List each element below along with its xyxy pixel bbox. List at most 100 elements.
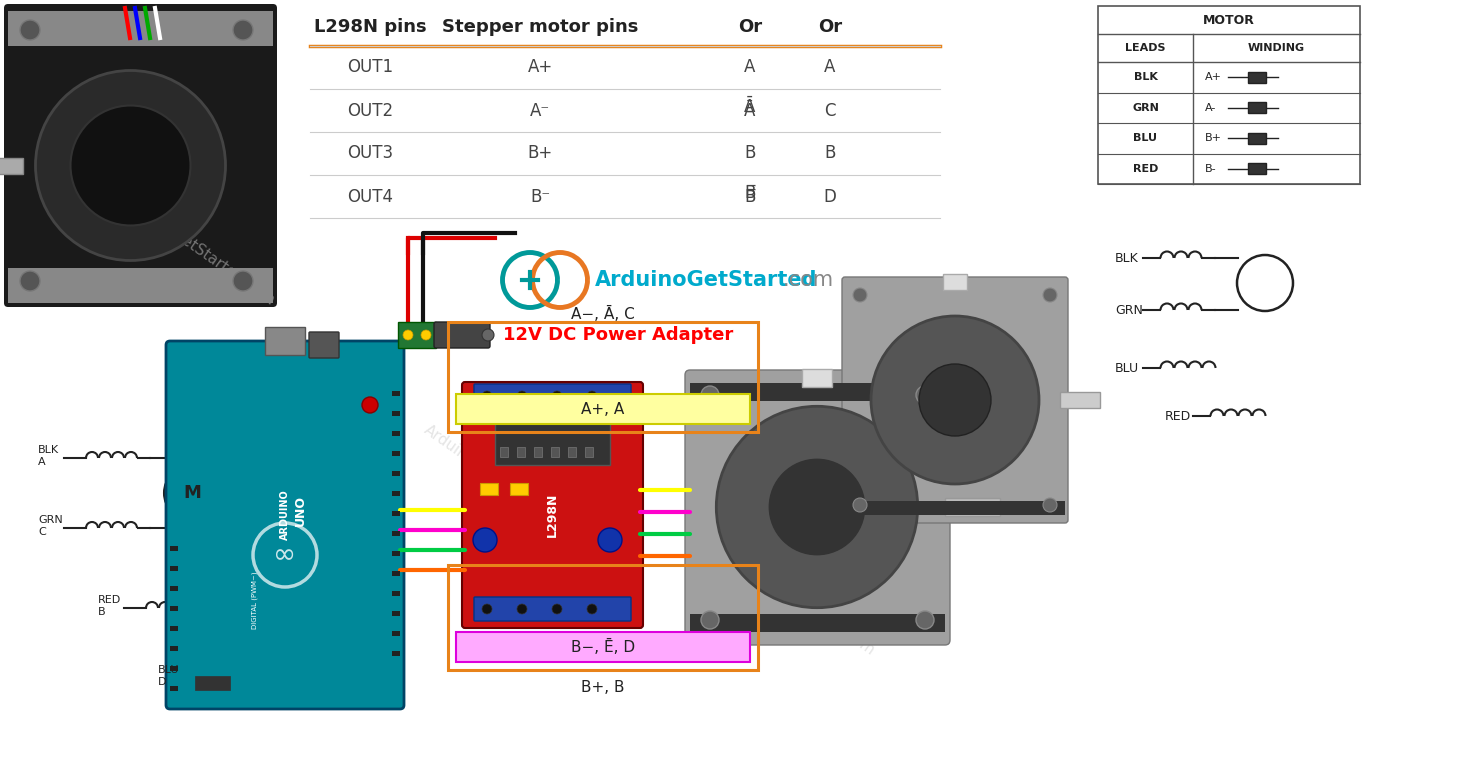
Bar: [0, 157, 24, 173]
FancyBboxPatch shape: [4, 4, 277, 307]
FancyBboxPatch shape: [434, 322, 490, 348]
Bar: [265, 327, 305, 355]
Circle shape: [916, 386, 934, 404]
Text: LEADS: LEADS: [1125, 43, 1166, 53]
Circle shape: [872, 316, 1039, 484]
Text: C: C: [38, 527, 46, 537]
Circle shape: [852, 288, 867, 302]
FancyBboxPatch shape: [842, 277, 1069, 523]
Text: ArduinoGetStarted.com: ArduinoGetStarted.com: [422, 422, 579, 538]
Text: Ā: Ā: [744, 102, 756, 119]
Text: B̅: B̅: [744, 187, 756, 206]
Text: OUT4: OUT4: [346, 187, 394, 206]
Circle shape: [1043, 288, 1057, 302]
Bar: [1248, 163, 1265, 174]
Circle shape: [482, 329, 494, 341]
Text: B: B: [98, 607, 105, 617]
Text: ARDUINO: ARDUINO: [280, 490, 290, 540]
Bar: [690, 614, 946, 632]
Bar: [448, 322, 758, 432]
Bar: [170, 646, 178, 651]
Text: OUT2: OUT2: [346, 102, 394, 119]
Bar: [392, 511, 400, 516]
Circle shape: [71, 105, 191, 225]
Bar: [7, 11, 272, 46]
FancyBboxPatch shape: [474, 384, 630, 408]
Text: ArduinoGetStarted: ArduinoGetStarted: [595, 270, 817, 290]
Text: L298N pins: L298N pins: [314, 18, 426, 36]
FancyBboxPatch shape: [474, 597, 630, 621]
Text: Or: Or: [818, 18, 842, 36]
Circle shape: [482, 604, 491, 614]
Circle shape: [21, 20, 40, 40]
Bar: [392, 391, 400, 396]
Text: A+: A+: [1205, 73, 1222, 83]
Text: A⁻: A⁻: [530, 102, 551, 119]
Text: M: M: [184, 484, 201, 502]
Text: A: A: [38, 457, 46, 467]
Text: DIGITAL (PWM~): DIGITAL (PWM~): [252, 571, 258, 629]
Text: B⁻: B⁻: [530, 187, 551, 206]
Text: GRN: GRN: [38, 515, 62, 525]
Bar: [392, 531, 400, 536]
Bar: [170, 546, 178, 551]
Circle shape: [21, 271, 40, 291]
Text: B+: B+: [527, 144, 552, 163]
Bar: [398, 322, 437, 348]
Text: Ā: Ā: [744, 99, 756, 116]
Bar: [392, 651, 400, 656]
Bar: [690, 383, 946, 401]
FancyBboxPatch shape: [309, 332, 339, 358]
Circle shape: [474, 528, 497, 552]
Text: B+, B: B+, B: [582, 681, 625, 695]
Text: Stepper motor pins: Stepper motor pins: [443, 18, 638, 36]
Text: UNO: UNO: [293, 494, 306, 526]
Bar: [568, 447, 576, 457]
Circle shape: [552, 604, 562, 614]
Bar: [392, 411, 400, 416]
Bar: [170, 626, 178, 631]
Bar: [534, 447, 542, 457]
Circle shape: [232, 20, 253, 40]
Text: GRN: GRN: [1114, 303, 1143, 316]
Circle shape: [403, 330, 413, 340]
Text: A-: A-: [1205, 102, 1217, 113]
Bar: [946, 498, 1000, 516]
Text: ArduinoGetStarted.com: ArduinoGetStarted.com: [722, 542, 879, 658]
FancyBboxPatch shape: [685, 370, 950, 645]
Text: C: C: [824, 102, 836, 119]
Circle shape: [1043, 498, 1057, 512]
Text: B−, Ē, D: B−, Ē, D: [571, 639, 635, 655]
Circle shape: [919, 364, 992, 436]
FancyBboxPatch shape: [462, 382, 642, 628]
Circle shape: [232, 271, 253, 291]
Text: A+: A+: [527, 59, 552, 76]
Circle shape: [916, 611, 934, 629]
Bar: [392, 551, 400, 556]
Bar: [170, 566, 178, 571]
Circle shape: [517, 604, 527, 614]
Bar: [392, 611, 400, 616]
Circle shape: [770, 459, 864, 555]
Circle shape: [482, 391, 491, 401]
Text: B: B: [744, 144, 756, 163]
Bar: [392, 491, 400, 496]
Text: BLU: BLU: [1134, 133, 1157, 144]
Text: D: D: [823, 187, 836, 206]
Text: A−, Ā, C: A−, Ā, C: [571, 306, 635, 322]
Bar: [456, 632, 750, 662]
Circle shape: [702, 386, 719, 404]
Text: B-: B-: [1205, 163, 1217, 173]
Circle shape: [588, 604, 596, 614]
Bar: [392, 451, 400, 456]
Text: RED: RED: [98, 595, 121, 605]
Circle shape: [517, 391, 527, 401]
Bar: [392, 471, 400, 476]
Text: .com: .com: [783, 270, 835, 290]
Text: BLU: BLU: [158, 665, 179, 675]
Text: BLK: BLK: [1134, 73, 1157, 83]
Bar: [1248, 133, 1265, 144]
FancyBboxPatch shape: [166, 341, 404, 709]
Text: ArduinoGetStarted.com: ArduinoGetStarted.com: [121, 192, 278, 308]
Text: A: A: [744, 59, 756, 76]
